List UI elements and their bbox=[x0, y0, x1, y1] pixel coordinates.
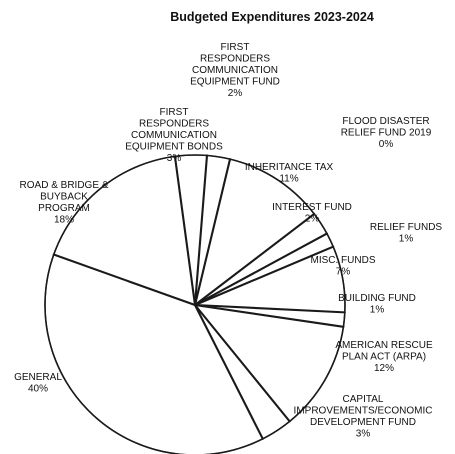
pie-outline bbox=[44, 154, 346, 454]
slice-label-line: GENERAL bbox=[14, 372, 62, 383]
slice-label-line: AMERICAN RESCUE bbox=[335, 340, 433, 351]
slice-label-line: 2% bbox=[228, 88, 243, 99]
slice-label-line: RELIEF FUNDS bbox=[370, 222, 443, 233]
slice-label-8: GENERAL 40% bbox=[14, 372, 62, 395]
slice-label-1: INHERITANCE TAX 11% bbox=[245, 162, 334, 185]
slice-label-9: ROAD & BRIDGE & BUYBACK PROGRAM 18% bbox=[20, 180, 109, 226]
slice-label-line: INHERITANCE TAX bbox=[245, 162, 334, 173]
slice-label-line: BUILDING FUND bbox=[338, 293, 416, 304]
slice-label-line: BUYBACK bbox=[40, 192, 88, 203]
slice-divider-2 bbox=[193, 212, 316, 307]
slice-label-line: RESPONDERS bbox=[139, 119, 209, 130]
slice-label-4: MISC. FUNDS 7% bbox=[311, 255, 376, 278]
slice-label-line: COMMUNICATION bbox=[192, 65, 278, 76]
slice-label-line: ROAD & BRIDGE & bbox=[20, 180, 109, 191]
slice-label-line: 2% bbox=[305, 214, 320, 225]
chart-title: Budgeted Expenditures 2023-2024 bbox=[170, 10, 374, 24]
slice-label-2: INTEREST FUND 2% bbox=[272, 202, 352, 225]
slice-label-line: 1% bbox=[399, 234, 414, 245]
slice-label-line: 18% bbox=[54, 215, 74, 226]
slice-label-line: 0% bbox=[379, 139, 394, 150]
slice-label-line: EQUIPMENT FUND bbox=[190, 77, 280, 88]
slice-divider-10 bbox=[173, 155, 197, 307]
slice-label-line: RESPONDERS bbox=[200, 54, 270, 65]
pie-dividers bbox=[52, 154, 346, 440]
slice-label-line: 7% bbox=[336, 267, 351, 278]
slice-divider-5 bbox=[193, 303, 346, 314]
slice-label-line: COMMUNICATION bbox=[131, 130, 217, 141]
slice-label-11: FIRST RESPONDERS COMMUNICATION EQUIPMENT FU… bbox=[190, 42, 280, 99]
slice-label-12: FLOOD DISASTER RELIEF FUND 2019 0% bbox=[341, 116, 432, 150]
slice-label-line: FLOOD DISASTER bbox=[342, 116, 429, 127]
slice-label-line: PROGRAM bbox=[38, 203, 90, 214]
slice-label-line: PLAN ACT (ARPA) bbox=[342, 352, 426, 363]
slice-labels: INHERITANCE TAX 11%INTEREST FUND 2%RELIEF … bbox=[14, 42, 442, 440]
slice-label-6: AMERICAN RESCUE PLAN ACT (ARPA) 12% bbox=[335, 340, 433, 374]
slice-divider-7 bbox=[193, 303, 291, 423]
slice-label-5: BUILDING FUND 1% bbox=[338, 293, 416, 316]
slice-label-7: CAPITAL IMPROVEMENTS/ECONOMIC DEVELOPMENT … bbox=[294, 394, 433, 440]
slice-label-line: FIRST bbox=[221, 42, 250, 53]
slice-label-line: FIRST bbox=[160, 107, 189, 118]
slice-label-line: IMPROVEMENTS/ECONOMIC bbox=[294, 406, 433, 417]
slice-divider-8 bbox=[193, 303, 264, 440]
slice-divider-4 bbox=[193, 245, 335, 307]
slice-label-line: 3% bbox=[167, 153, 182, 164]
slice-label-3: RELIEF FUNDS 1% bbox=[370, 222, 443, 245]
slice-label-line: CAPITAL bbox=[343, 394, 384, 405]
slice-label-line: 12% bbox=[374, 363, 394, 374]
slice-divider-9 bbox=[52, 253, 197, 307]
slice-divider-6 bbox=[193, 303, 345, 328]
slice-label-line: RELIEF FUND 2019 bbox=[341, 128, 432, 139]
slice-divider-11 bbox=[193, 154, 209, 307]
slice-label-line: EQUIPMENT BONDS bbox=[125, 142, 223, 153]
slice-label-line: INTEREST FUND bbox=[272, 202, 352, 213]
slice-label-line: 1% bbox=[370, 305, 385, 316]
slice-divider-3 bbox=[193, 232, 328, 307]
slice-label-line: 11% bbox=[279, 174, 298, 185]
slice-label-line: 3% bbox=[356, 429, 371, 440]
slice-label-line: 40% bbox=[28, 384, 48, 395]
slice-label-line: DEVELOPMENT FUND bbox=[310, 417, 416, 428]
slice-label-line: MISC. FUNDS bbox=[311, 255, 376, 266]
slice-divider-1 bbox=[193, 158, 232, 307]
slice-label-10: FIRST RESPONDERS COMMUNICATION EQUIPMENT BO… bbox=[125, 107, 223, 164]
